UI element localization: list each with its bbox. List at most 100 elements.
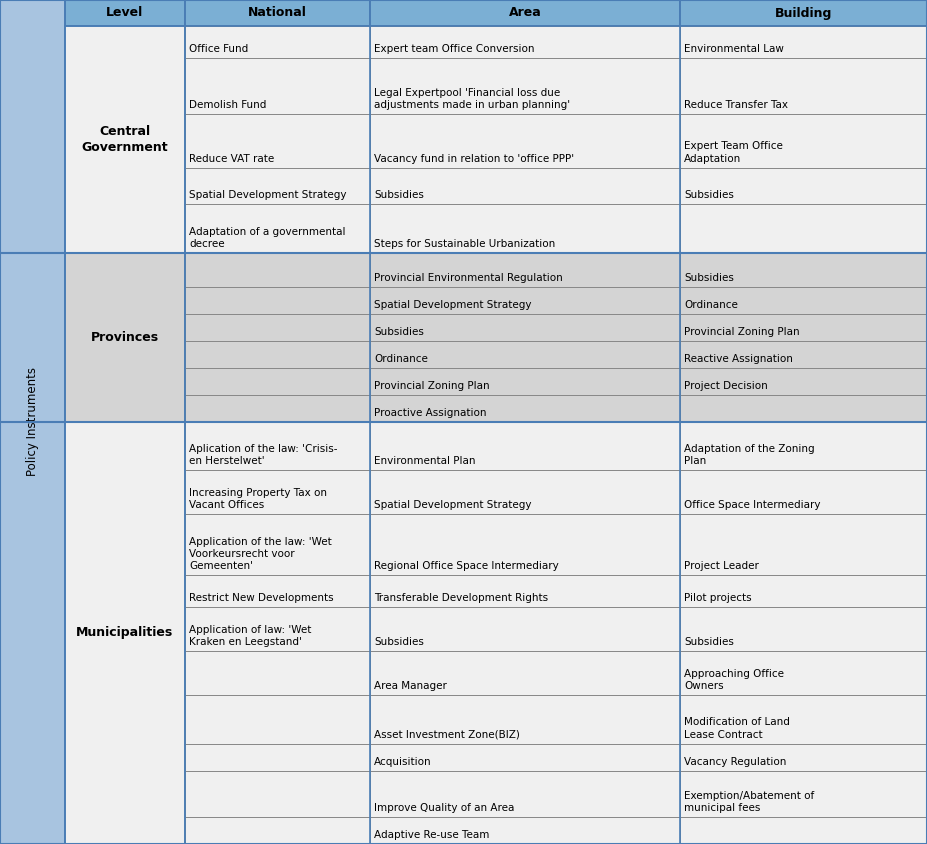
Text: Acquisition: Acquisition: [374, 757, 432, 766]
Bar: [680, 771, 927, 817]
Bar: [370, 771, 680, 817]
Bar: [185, 253, 370, 287]
Text: Adaptation of a governmental
decree: Adaptation of a governmental decree: [189, 227, 346, 249]
Bar: [185, 287, 370, 314]
Text: Demolish Fund: Demolish Fund: [189, 100, 266, 110]
Text: Regional Office Space Intermediary: Regional Office Space Intermediary: [374, 561, 559, 571]
Bar: [0, 0, 65, 844]
Text: Vacancy Regulation: Vacancy Regulation: [684, 757, 786, 766]
Bar: [185, 817, 370, 844]
Bar: [185, 576, 370, 607]
Text: Increasing Property Tax on
Vacant Offices: Increasing Property Tax on Vacant Office…: [189, 488, 327, 511]
Bar: [370, 253, 680, 287]
Text: Area: Area: [509, 7, 541, 19]
Bar: [680, 395, 927, 421]
Text: Vacancy fund in relation to 'office PPP': Vacancy fund in relation to 'office PPP': [374, 154, 574, 164]
Bar: [370, 695, 680, 744]
Text: Project Leader: Project Leader: [684, 561, 759, 571]
Bar: [185, 0, 370, 26]
Text: Subsidies: Subsidies: [374, 327, 424, 337]
Bar: [370, 314, 680, 341]
Text: Reactive Assignation: Reactive Assignation: [684, 354, 793, 364]
Bar: [185, 204, 370, 253]
Bar: [370, 168, 680, 204]
Bar: [0, 0, 65, 26]
Text: Asset Investment Zone(BIZ): Asset Investment Zone(BIZ): [374, 730, 520, 740]
Text: Policy Instruments: Policy Instruments: [26, 367, 39, 477]
Bar: [680, 114, 927, 168]
Text: Ordinance: Ordinance: [684, 300, 738, 310]
Bar: [370, 470, 680, 514]
Bar: [680, 695, 927, 744]
Text: Provincial Environmental Regulation: Provincial Environmental Regulation: [374, 273, 563, 284]
Text: Aplication of the law: 'Crisis-
en Herstelwet': Aplication of the law: 'Crisis- en Herst…: [189, 444, 337, 467]
Bar: [185, 744, 370, 771]
Bar: [370, 514, 680, 576]
Text: Application of law: 'Wet
Kraken en Leegstand': Application of law: 'Wet Kraken en Leegs…: [189, 625, 311, 647]
Bar: [680, 253, 927, 287]
Bar: [370, 341, 680, 368]
Bar: [185, 771, 370, 817]
Text: Approaching Office
Owners: Approaching Office Owners: [684, 668, 784, 691]
Bar: [680, 607, 927, 651]
Text: Level: Level: [107, 7, 144, 19]
Bar: [185, 114, 370, 168]
Bar: [370, 395, 680, 421]
Text: Building: Building: [775, 7, 832, 19]
Text: Environmental Plan: Environmental Plan: [374, 457, 476, 467]
Text: National: National: [248, 7, 307, 19]
Bar: [185, 168, 370, 204]
Text: Subsidies: Subsidies: [684, 273, 734, 284]
Bar: [680, 57, 927, 114]
Bar: [680, 168, 927, 204]
Bar: [370, 114, 680, 168]
Text: Subsidies: Subsidies: [374, 190, 424, 200]
Text: Provincial Zoning Plan: Provincial Zoning Plan: [684, 327, 800, 337]
Text: Subsidies: Subsidies: [684, 190, 734, 200]
Bar: [65, 253, 185, 421]
Bar: [680, 368, 927, 395]
Bar: [680, 514, 927, 576]
Bar: [680, 421, 927, 470]
Text: Improve Quality of an Area: Improve Quality of an Area: [374, 803, 514, 813]
Text: Transferable Development Rights: Transferable Development Rights: [374, 593, 548, 603]
Bar: [185, 314, 370, 341]
Bar: [680, 470, 927, 514]
Text: Restrict New Developments: Restrict New Developments: [189, 593, 334, 603]
Bar: [185, 26, 370, 57]
Bar: [185, 57, 370, 114]
Bar: [680, 744, 927, 771]
Bar: [370, 287, 680, 314]
Bar: [680, 0, 927, 26]
Bar: [65, 26, 185, 253]
Bar: [370, 26, 680, 57]
Bar: [65, 0, 185, 26]
Text: Reduce VAT rate: Reduce VAT rate: [189, 154, 274, 164]
Text: Project Decision: Project Decision: [684, 381, 768, 391]
Text: Spatial Development Strategy: Spatial Development Strategy: [189, 190, 347, 200]
Text: Office Fund: Office Fund: [189, 44, 248, 54]
Text: Area Manager: Area Manager: [374, 681, 447, 691]
Bar: [680, 26, 927, 57]
Text: Ordinance: Ordinance: [374, 354, 428, 364]
Text: Spatial Development Strategy: Spatial Development Strategy: [374, 300, 531, 310]
Bar: [680, 341, 927, 368]
Bar: [185, 651, 370, 695]
Bar: [680, 576, 927, 607]
Bar: [185, 695, 370, 744]
Bar: [680, 204, 927, 253]
Bar: [65, 421, 185, 844]
Text: Subsidies: Subsidies: [374, 637, 424, 647]
Bar: [185, 341, 370, 368]
Bar: [370, 368, 680, 395]
Text: Proactive Assignation: Proactive Assignation: [374, 408, 487, 418]
Bar: [185, 470, 370, 514]
Bar: [185, 514, 370, 576]
Text: Application of the law: 'Wet
Voorkeursrecht voor
Gemeenten': Application of the law: 'Wet Voorkeursre…: [189, 537, 332, 571]
Text: Adaptation of the Zoning
Plan: Adaptation of the Zoning Plan: [684, 444, 815, 467]
Text: Provincial Zoning Plan: Provincial Zoning Plan: [374, 381, 489, 391]
Bar: [370, 204, 680, 253]
Text: Legal Expertpool 'Financial loss due
adjustments made in urban planning': Legal Expertpool 'Financial loss due adj…: [374, 88, 570, 110]
Bar: [680, 817, 927, 844]
Text: Exemption/Abatement of
municipal fees: Exemption/Abatement of municipal fees: [684, 791, 814, 813]
